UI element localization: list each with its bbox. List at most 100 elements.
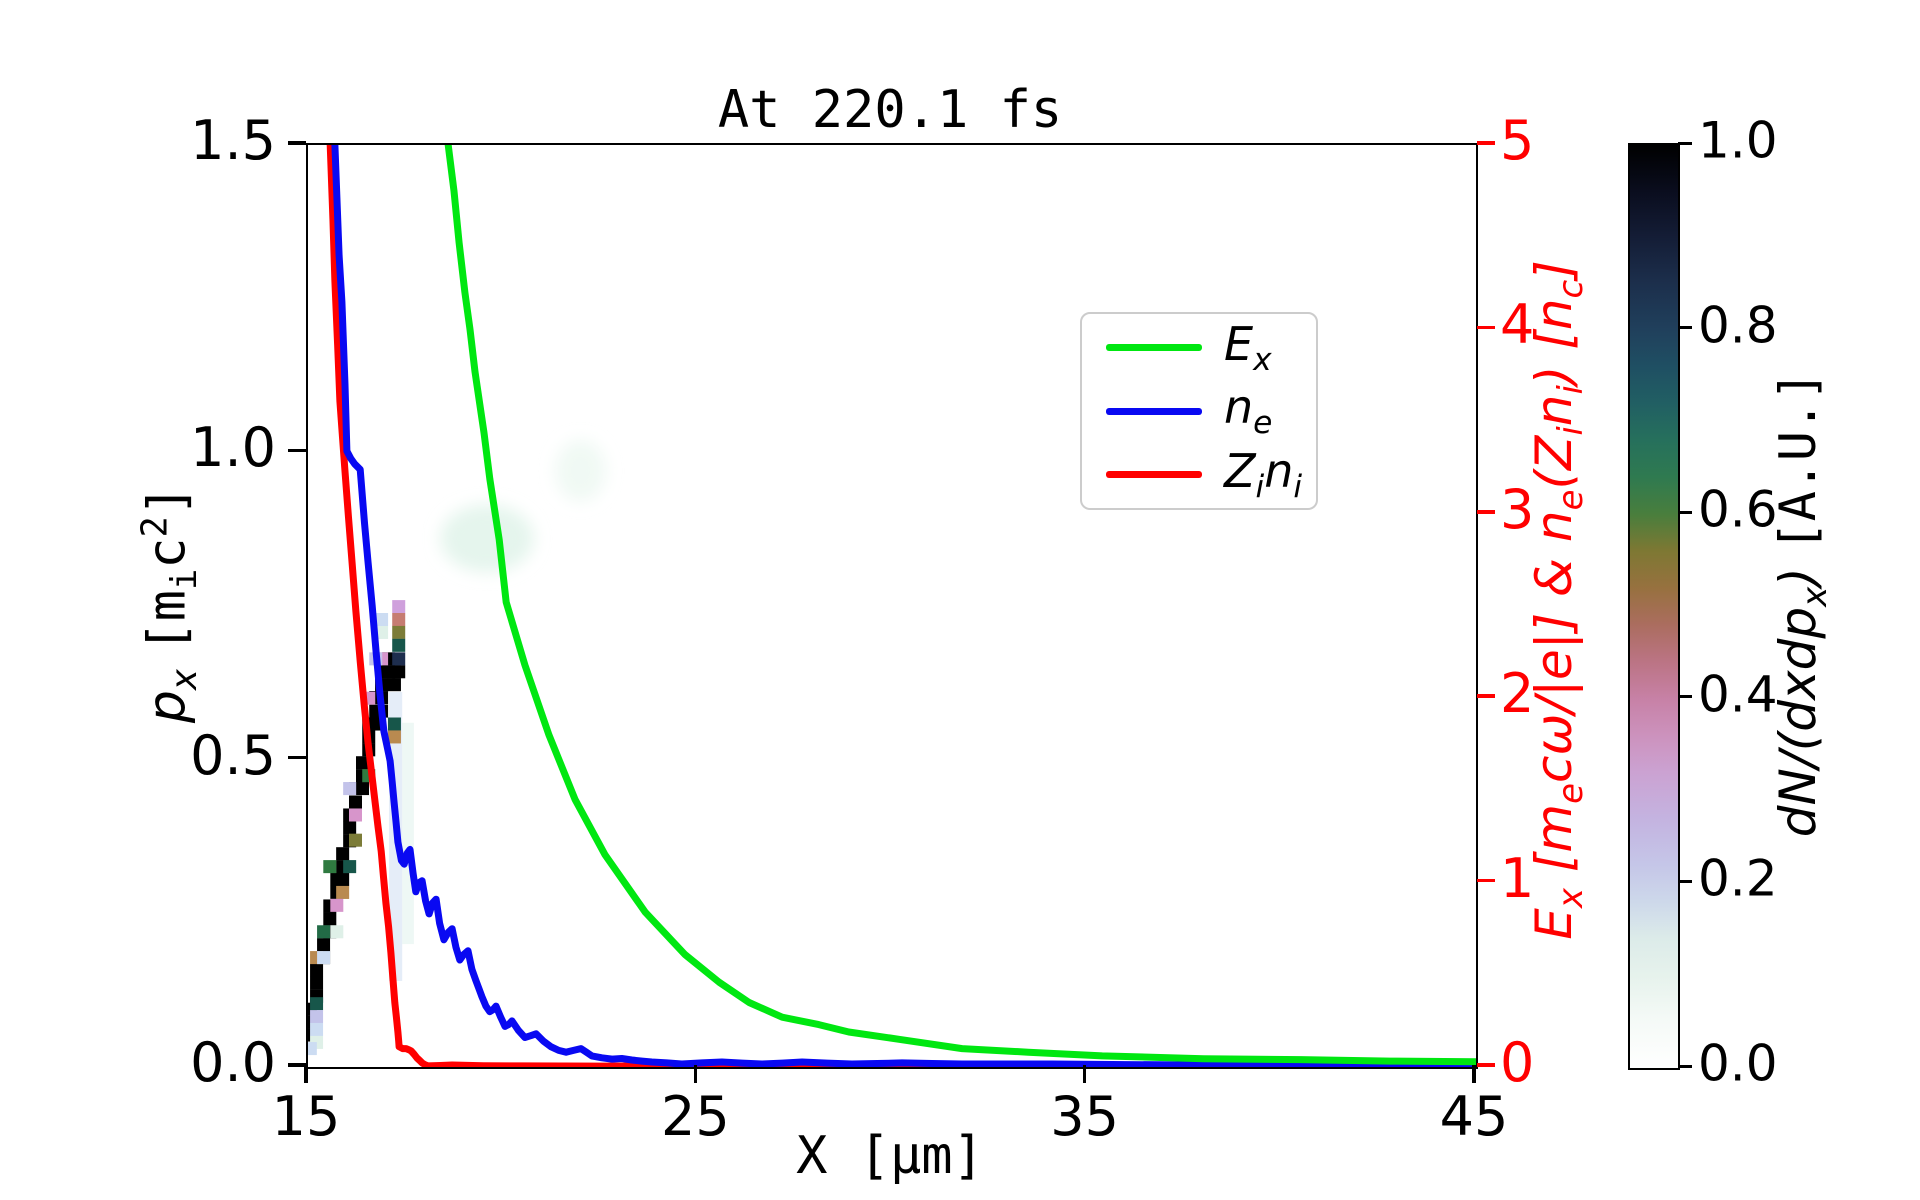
- heatmap-cell: [392, 665, 406, 679]
- colorbar-tick-mark: [1678, 879, 1692, 883]
- y-axis-right-label: Ex [mecω/|e|] & ne(Zini) [nc]: [1525, 260, 1591, 940]
- y-right-tick-mark: [1477, 878, 1495, 883]
- heatmap-cell: [330, 925, 344, 939]
- legend: Ex ne Zini: [1080, 312, 1318, 510]
- y-right-tick-label: 2: [1500, 662, 1535, 726]
- series-line-e-x: [444, 145, 1476, 1066]
- y-right-tick-label: 1: [1500, 846, 1535, 910]
- y-left-tick-label: 0.5: [190, 723, 276, 787]
- chart-canvas: [308, 145, 1476, 1067]
- heatmap-cell: [343, 860, 357, 874]
- heatmap-cell: [392, 600, 406, 614]
- heatmap-cell: [343, 782, 357, 796]
- x-tick-label: 45: [1439, 1085, 1509, 1148]
- heatmap-cell: [348, 808, 363, 822]
- plot-area: Ex ne Zini: [306, 143, 1478, 1069]
- colorbar-tick-label: 0.8: [1698, 296, 1778, 355]
- y-right-tick-label: 0: [1500, 1030, 1535, 1094]
- legend-entry: ne: [1106, 380, 1316, 442]
- colorbar-tick-label: 0.0: [1698, 1034, 1778, 1093]
- heatmap-cell: [387, 678, 401, 692]
- heatmap-cell: [392, 638, 406, 652]
- heatmap-cell: [343, 821, 357, 835]
- y-right-tick-mark: [1477, 510, 1495, 514]
- legend-line-swatch: [1106, 407, 1202, 415]
- heatmap-cell: [392, 652, 406, 666]
- legend-line-swatch: [1106, 343, 1202, 351]
- y-axis-left-label: px [mic2]: [135, 485, 206, 723]
- heatmap-cell: [348, 795, 363, 809]
- heatmap-cell: [310, 963, 324, 978]
- heatmap-cell: [348, 833, 363, 847]
- colorbar-tick-mark: [1678, 510, 1692, 514]
- y-right-tick-label: 3: [1500, 477, 1535, 541]
- x-tick-mark: [693, 1065, 698, 1083]
- colorbar: [1628, 143, 1680, 1070]
- heatmap-cell: [369, 717, 383, 731]
- heatmap-cell: [356, 756, 370, 770]
- y-left-label-variable: px: [137, 669, 206, 724]
- colorbar-tick-mark: [1678, 326, 1692, 330]
- colorbar-tick-label: 0.6: [1698, 480, 1778, 539]
- y-right-tick-label: 4: [1500, 293, 1535, 357]
- colorbar-tick-mark: [1678, 1064, 1692, 1068]
- heatmap-cell: [375, 625, 389, 639]
- legend-entry-label: ne: [1224, 380, 1273, 442]
- legend-line-swatch: [1106, 471, 1202, 479]
- y-left-tick-mark: [288, 755, 306, 760]
- colorbar-label: dN/(dxdpx) [A.U.]: [1769, 371, 1835, 837]
- x-tick-label: 25: [660, 1085, 730, 1148]
- heatmap-cell: [317, 938, 331, 952]
- y-left-tick-mark: [288, 448, 306, 453]
- colorbar-tick-label: 0.4: [1698, 665, 1778, 724]
- heatmap-cell: [310, 976, 324, 990]
- heatmap-cell: [310, 1022, 324, 1037]
- heatmap-cell: [375, 613, 389, 627]
- y-right-tick-mark: [1477, 1063, 1495, 1067]
- legend-entry: Ex: [1106, 317, 1316, 378]
- series-line-z-i-n-i: [326, 145, 1476, 1067]
- y-right-tick-mark: [1477, 325, 1495, 330]
- y-right-tick-mark: [1477, 694, 1495, 698]
- y-right-tick-label: 5: [1500, 108, 1535, 172]
- legend-entry: Zini: [1106, 444, 1316, 505]
- heatmap-cell: [336, 885, 350, 899]
- x-tick-label: 15: [271, 1085, 341, 1148]
- heatmap-cell: [317, 951, 331, 965]
- colorbar-label-unit: [A.U.]: [1769, 370, 1827, 552]
- y-left-tick-mark: [288, 1063, 306, 1067]
- colorbar-tick-mark: [1678, 695, 1692, 699]
- x-tick-mark: [304, 1065, 308, 1083]
- plot-title: At 220.1 fs: [717, 80, 1063, 140]
- heatmap-cell: [356, 782, 370, 796]
- y-right-tick-mark: [1477, 141, 1495, 145]
- x-tick-mark: [1472, 1065, 1476, 1083]
- x-tick-mark: [1082, 1065, 1087, 1083]
- legend-entry-label: Ex: [1224, 316, 1272, 378]
- y-left-label-unit: [mic2]: [134, 484, 206, 653]
- y-left-tick-label: 0.0: [190, 1030, 276, 1094]
- heatmap-cell: [387, 717, 401, 731]
- heatmap-cell: [336, 847, 350, 861]
- colorbar-tick-mark: [1678, 141, 1692, 145]
- heatmap-cell: [387, 730, 401, 744]
- x-tick-label: 35: [1050, 1085, 1120, 1148]
- heatmap-streak: [402, 722, 414, 945]
- heatmap-cell: [392, 613, 406, 627]
- series-line-n-e: [331, 145, 1476, 1067]
- heatmap-cell: [317, 925, 331, 939]
- heatmap-cell: [323, 860, 337, 874]
- y-left-tick-mark: [288, 141, 306, 145]
- colorbar-tick-label: 1.0: [1698, 111, 1778, 170]
- heatmap-cell: [336, 873, 350, 887]
- legend-entry-label: Zini: [1224, 444, 1303, 506]
- heatmap-haze: [440, 504, 534, 573]
- heatmap-haze: [555, 440, 606, 502]
- y-left-tick-label: 1.5: [190, 108, 276, 172]
- heatmap-cell: [392, 625, 406, 639]
- heatmap-cell: [330, 898, 344, 912]
- colorbar-tick-label: 0.2: [1698, 850, 1778, 909]
- heatmap-cell: [323, 912, 337, 926]
- x-axis-label: X [μm]: [796, 1126, 984, 1186]
